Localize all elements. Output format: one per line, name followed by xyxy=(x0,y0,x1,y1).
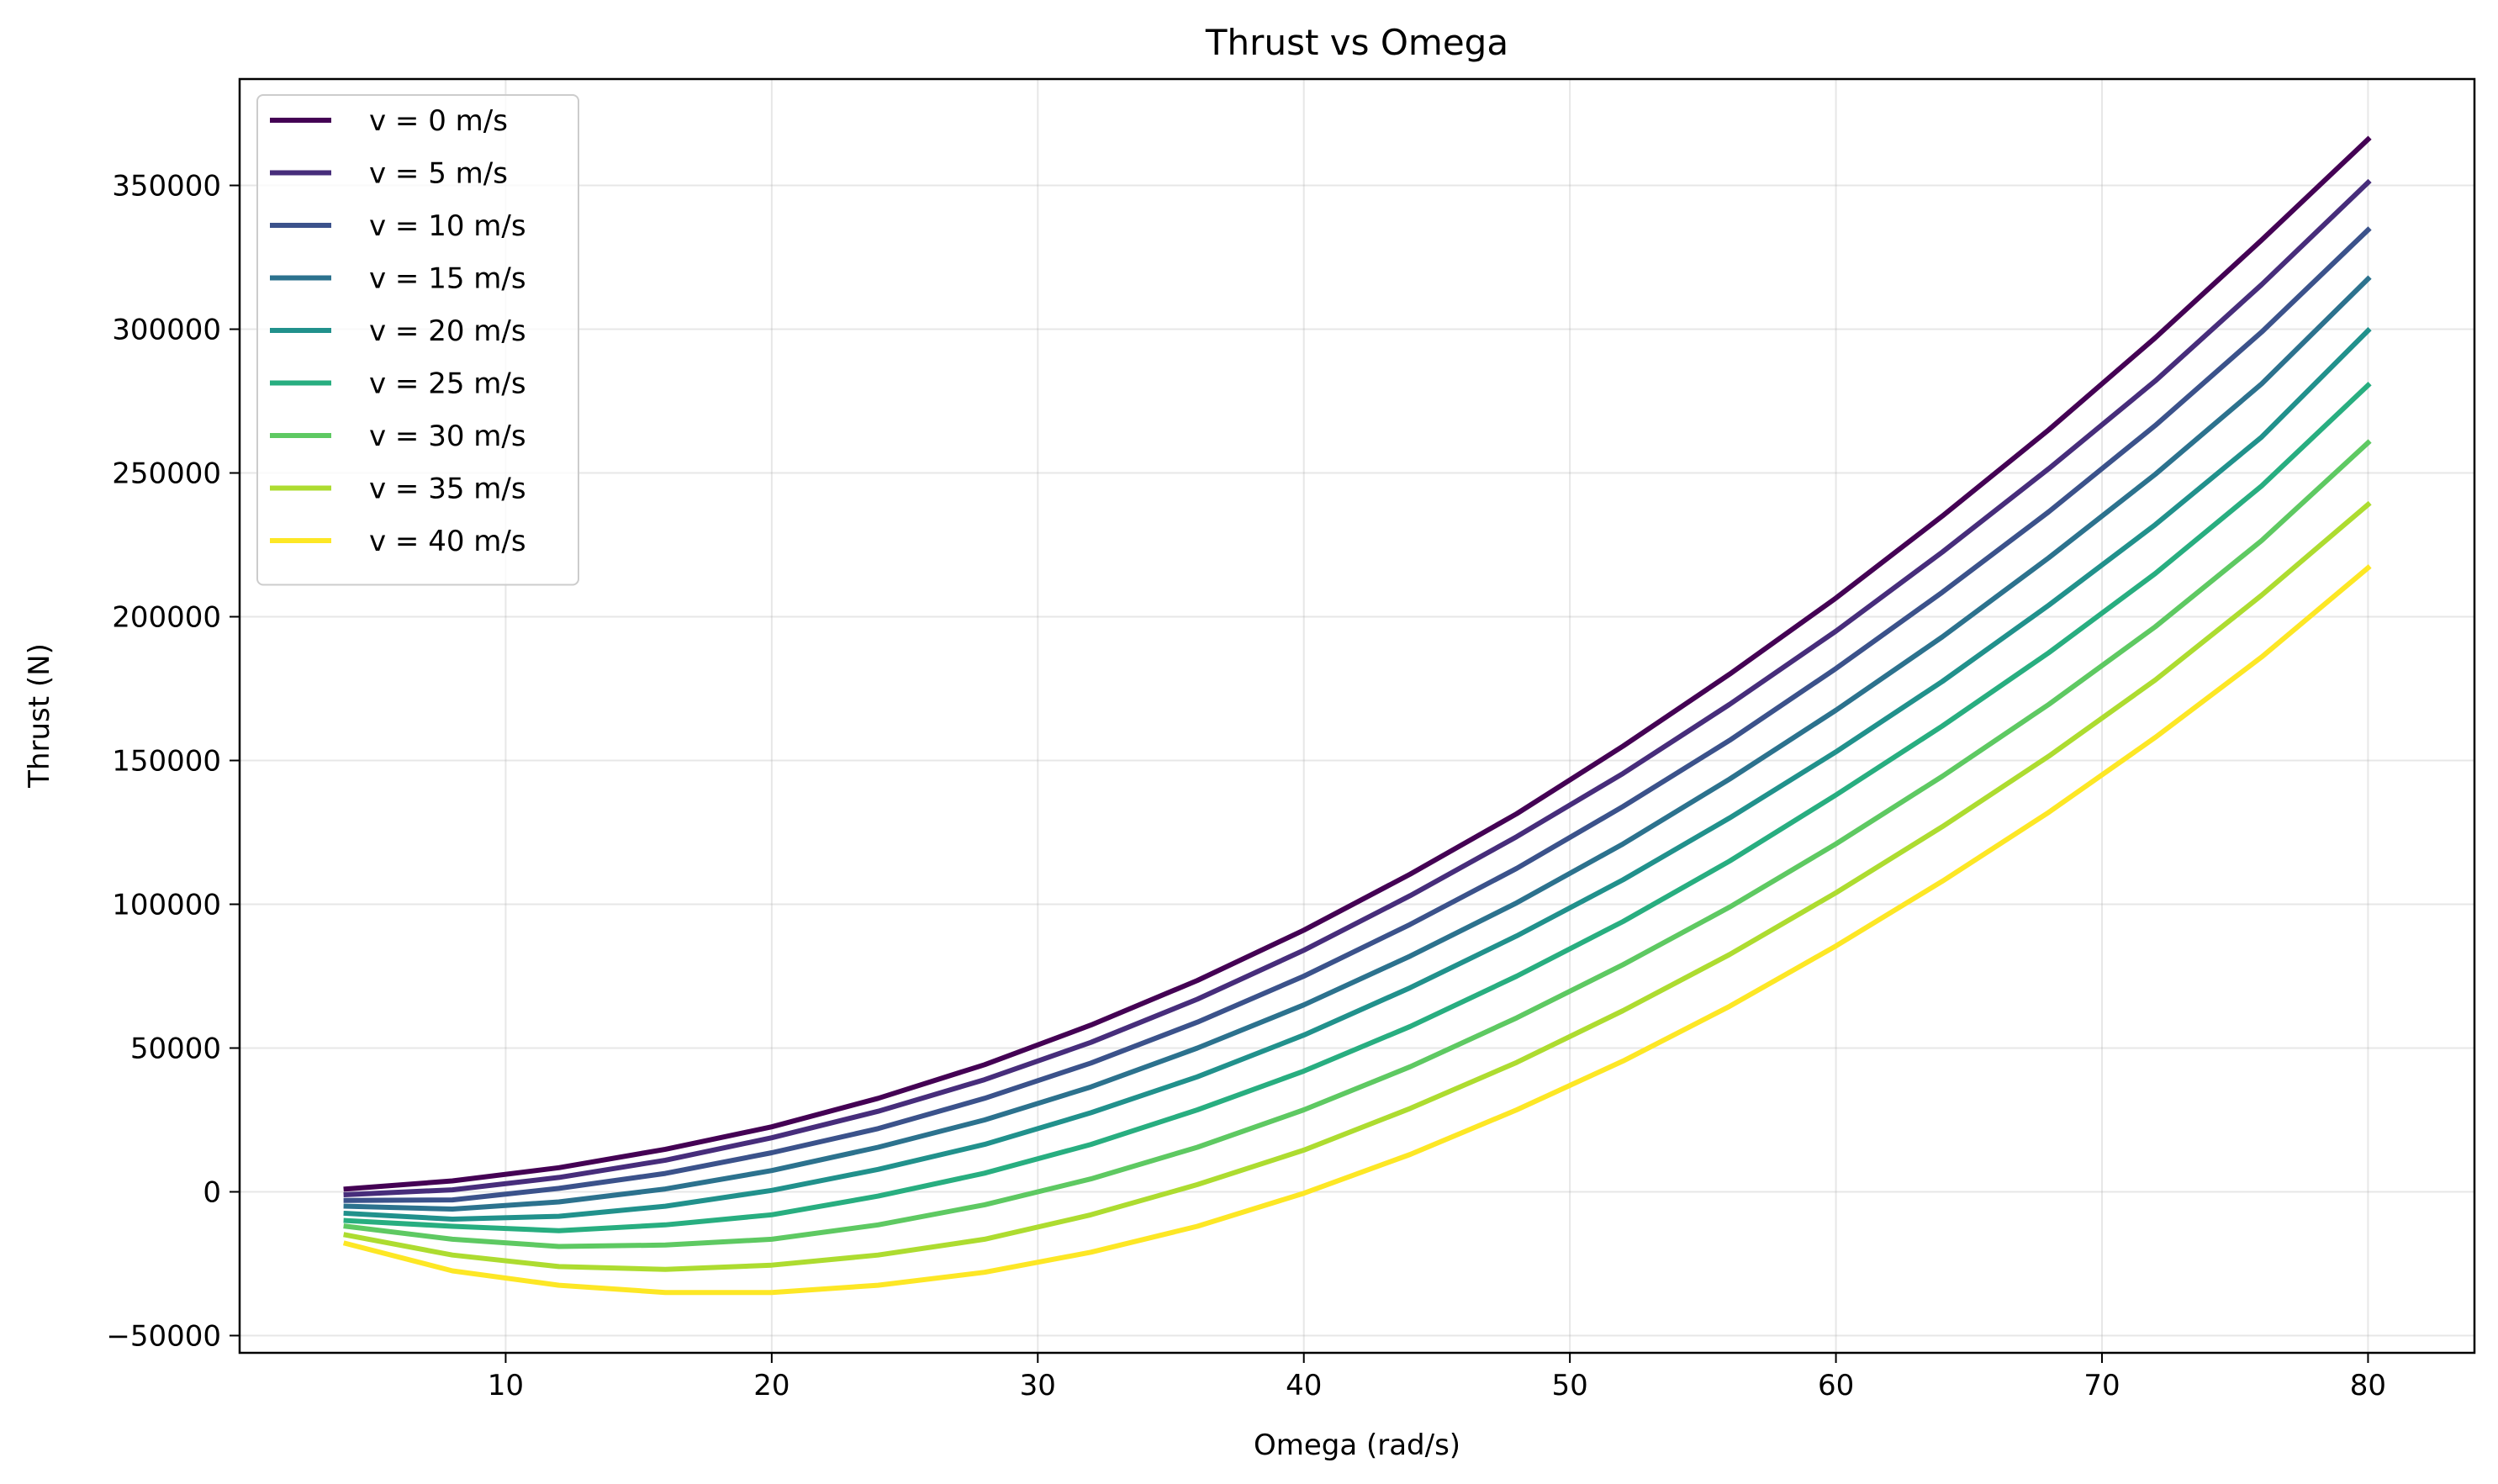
legend-entry-label: v = 10 m/s xyxy=(369,209,526,243)
series-line-8 xyxy=(342,564,2372,1296)
x-tick-label: 20 xyxy=(753,1369,790,1402)
y-tick-label: 100000 xyxy=(112,889,221,922)
series-line-0 xyxy=(343,135,2372,1192)
x-tick-label: 60 xyxy=(1818,1369,1854,1402)
y-tick-label: −50000 xyxy=(106,1319,221,1353)
legend-box xyxy=(256,94,579,586)
legend-entry-label: v = 15 m/s xyxy=(369,262,526,296)
legend-entry-label: v = 20 m/s xyxy=(369,314,526,348)
y-tick-label: 150000 xyxy=(112,745,221,779)
y-tick-label: 200000 xyxy=(112,601,221,635)
series-line-1 xyxy=(343,178,2372,1198)
series-line-7 xyxy=(343,500,2372,1272)
series-line-3 xyxy=(343,275,2372,1212)
x-tick-label: 80 xyxy=(2350,1369,2386,1402)
y-tick-label: 300000 xyxy=(112,314,221,347)
series-line-5 xyxy=(343,381,2372,1233)
chart-title: Thrust vs Omega xyxy=(1205,22,1508,63)
series-line-4 xyxy=(343,326,2372,1222)
legend-entry-label: v = 25 m/s xyxy=(369,367,526,401)
series-lines xyxy=(342,135,2372,1296)
x-tick-label: 50 xyxy=(1552,1369,1588,1402)
y-tick-label: 250000 xyxy=(112,457,221,491)
x-tick-label: 40 xyxy=(1286,1369,1322,1402)
plot-frame xyxy=(238,77,2476,1355)
y-axis-label: Thrust (N) xyxy=(23,643,56,789)
series-line-2 xyxy=(343,226,2372,1203)
x-tick-label: 10 xyxy=(488,1369,524,1402)
legend-entry-label: v = 0 m/s xyxy=(369,104,508,138)
x-tick-label: 70 xyxy=(2083,1369,2120,1402)
legend-entry-label: v = 5 m/s xyxy=(369,157,508,191)
legend: v = 0 m/s v = 5 m/s v = 10 m/s v = 15 m/s v … xyxy=(256,94,579,586)
y-tick-label: 0 xyxy=(203,1175,221,1209)
y-axis-ticks: −50000 0 50000 100000 150000 200000 250000 3000… xyxy=(106,170,240,1353)
legend-entry-label: v = 30 m/s xyxy=(369,420,526,453)
y-tick-label: 350000 xyxy=(112,170,221,203)
x-axis-label: Omega (rad/s) xyxy=(1254,1429,1460,1462)
x-tick-label: 30 xyxy=(1020,1369,1056,1402)
legend-entry-label: v = 35 m/s xyxy=(369,473,526,506)
series-line-6 xyxy=(343,439,2372,1249)
y-tick-label: 50000 xyxy=(130,1032,221,1065)
x-axis-ticks: 10 20 30 40 50 60 70 80 xyxy=(488,1353,2386,1402)
legend-entry-label: v = 40 m/s xyxy=(369,525,526,558)
